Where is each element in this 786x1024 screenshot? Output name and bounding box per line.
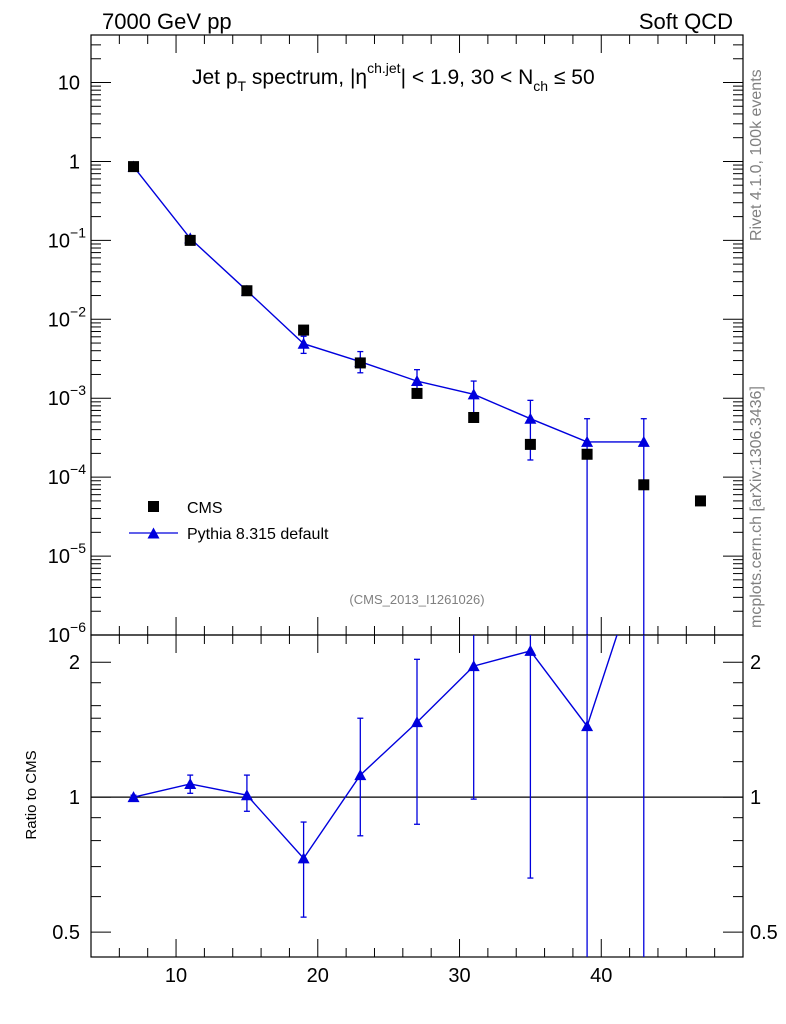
chart-title: Jet pT spectrum, |ηch.jet| < 1.9, 30 < N… <box>192 60 595 94</box>
main-panel-frame <box>90 34 744 636</box>
mc-point <box>297 337 310 349</box>
ratio-point <box>411 716 423 728</box>
legend: CMS Pythia 8.315 default <box>129 500 329 543</box>
ratio-y-axis: 0.5 0.5 1 1 2 2 <box>52 652 778 944</box>
analysis-id: (CMS_2013_I1261026) <box>349 592 484 607</box>
energy-label: 7000 GeV pp <box>102 9 232 34</box>
ratio-y-tick-label: 2 <box>69 652 80 674</box>
cms-point <box>354 357 366 369</box>
ratio-y-tick-label: 1 <box>69 787 80 809</box>
mc-point <box>411 375 423 387</box>
legend-mc-marker <box>147 527 160 539</box>
cms-point <box>694 495 706 507</box>
ratio-point <box>240 789 253 801</box>
ratio-panel-frame <box>90 634 744 958</box>
mcplots-source-label: mcplots.cern.ch [arXiv:1306.3436] <box>748 386 765 628</box>
cms-point <box>581 448 593 460</box>
mc-series <box>127 160 650 635</box>
ratio-point <box>297 852 310 864</box>
ratio-x-tick-label: 30 <box>448 965 470 987</box>
main-y-tick-label: 10−4 <box>48 461 86 489</box>
mc-point <box>581 435 594 447</box>
cms-point <box>298 324 310 336</box>
cms-point <box>184 234 196 246</box>
main-y-tick-label: 10−6 <box>48 619 86 647</box>
ratio-x-tick-label: 40 <box>590 965 612 987</box>
mc-point <box>467 388 480 400</box>
ratio-series <box>127 635 645 957</box>
main-y-tick-label: 10 <box>58 73 80 95</box>
main-y-tick-label: 10−3 <box>48 382 86 410</box>
main-y-tick-label: 1 <box>69 151 80 173</box>
ratio-point <box>127 791 140 803</box>
main-y-axis: 10 1 10−1 10−2 10−3 10−4 10−5 10−6 <box>48 34 743 647</box>
ratio-point <box>354 769 367 781</box>
ratio-point <box>184 777 197 789</box>
legend-cms-label: CMS <box>187 500 223 517</box>
mc-point <box>637 435 650 447</box>
cms-point <box>468 411 480 423</box>
legend-cms-marker <box>148 501 159 512</box>
category-label: Soft QCD <box>639 9 733 34</box>
ratio-y-label: Ratio to CMS <box>23 750 40 839</box>
main-y-tick-label: 10−2 <box>48 303 86 331</box>
cms-point <box>128 161 140 173</box>
mc-line <box>132 166 644 443</box>
ratio-panel: 0.5 0.5 1 1 2 2 10 20 30 40 Ratio to CMS <box>23 634 778 987</box>
main-y-tick-label: 10−1 <box>48 224 86 252</box>
main-x-axis <box>90 35 744 635</box>
ratio-y-tick-label-right: 1 <box>750 787 761 809</box>
ratio-y-tick-label-right: 2 <box>750 652 761 674</box>
legend-mc-label: Pythia 8.315 default <box>187 526 329 543</box>
ratio-point <box>581 720 594 732</box>
ratio-line <box>133 635 618 860</box>
data-series <box>128 161 706 507</box>
ratio-x-tick-label: 10 <box>165 965 187 987</box>
ratio-point <box>524 644 537 656</box>
cms-point <box>411 387 423 399</box>
rivet-version-label: Rivet 4.1.0, 100k events <box>748 69 765 241</box>
cms-point <box>524 438 536 450</box>
ratio-x-axis: 10 20 30 40 <box>90 635 744 987</box>
ratio-point <box>467 660 480 672</box>
main-y-tick-label: 10−5 <box>48 540 86 568</box>
mc-point <box>524 412 537 424</box>
ratio-y-tick-label-right: 0.5 <box>750 922 778 944</box>
ratio-y-tick-label: 0.5 <box>52 922 80 944</box>
cms-point <box>241 285 253 297</box>
main-panel: 10 1 10−1 10−2 10−3 10−4 10−5 10−6 Jet pT spect… <box>48 34 744 647</box>
cms-point <box>638 479 650 491</box>
ratio-x-tick-label: 20 <box>307 965 329 987</box>
